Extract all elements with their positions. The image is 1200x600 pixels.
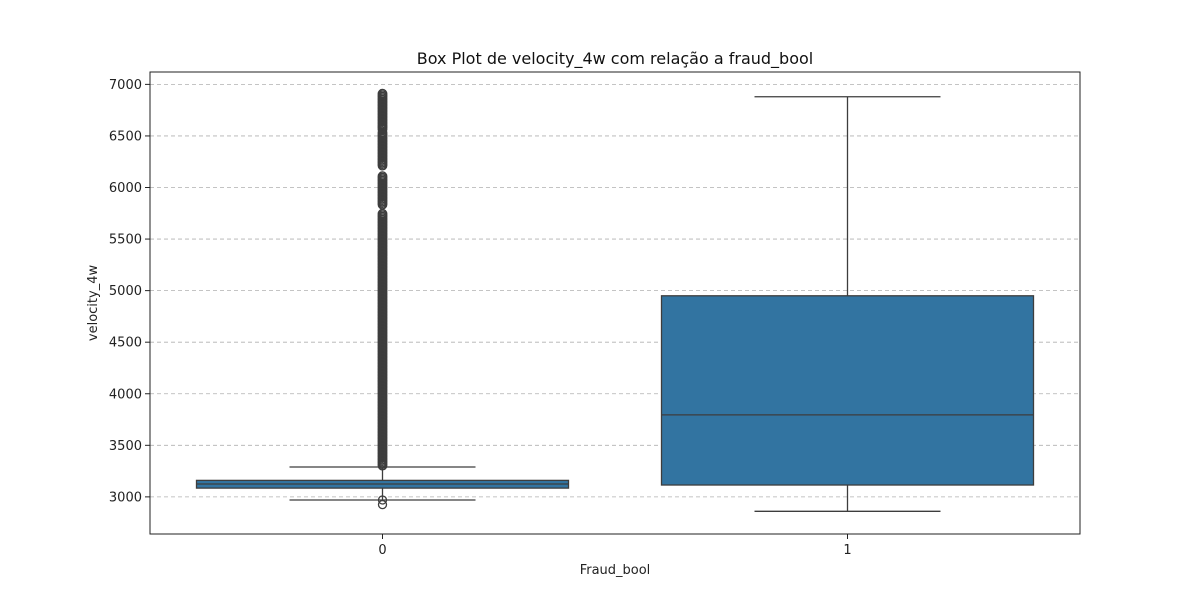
y-axis-ticks: 3000 3500 4000 4500 5000 5500 6000 6500 7000	[109, 78, 150, 505]
x-tick-label: 0	[378, 543, 386, 558]
box-series	[195, 88, 1035, 512]
x-axis-label: Fraud_bool	[580, 563, 651, 578]
y-axis-label: velocity_4w	[86, 265, 101, 342]
plot-frame	[149, 71, 1081, 535]
outlier-band	[377, 88, 388, 471]
outlier-point	[377, 460, 388, 471]
y-gridlines	[150, 83, 1080, 498]
y-tick-label: 4500	[109, 336, 142, 351]
y-tick-label: 7000	[109, 78, 142, 93]
y-tick-label: 5000	[109, 284, 142, 299]
outlier-point	[377, 160, 388, 171]
y-tick-label: 4000	[109, 387, 142, 402]
box-iqr	[660, 295, 1035, 486]
y-tick-label: 5500	[109, 233, 142, 248]
y-tick-label: 6500	[109, 129, 142, 144]
outlier-point	[377, 499, 388, 510]
outlier-point	[377, 495, 388, 505]
chart-title: Box Plot de velocity_4w com relação a fr…	[417, 49, 813, 69]
y-tick-label: 3000	[109, 490, 142, 505]
y-tick-label: 3500	[109, 439, 142, 454]
y-tick-label: 6000	[109, 181, 142, 196]
x-tick-label: 1	[843, 543, 851, 558]
